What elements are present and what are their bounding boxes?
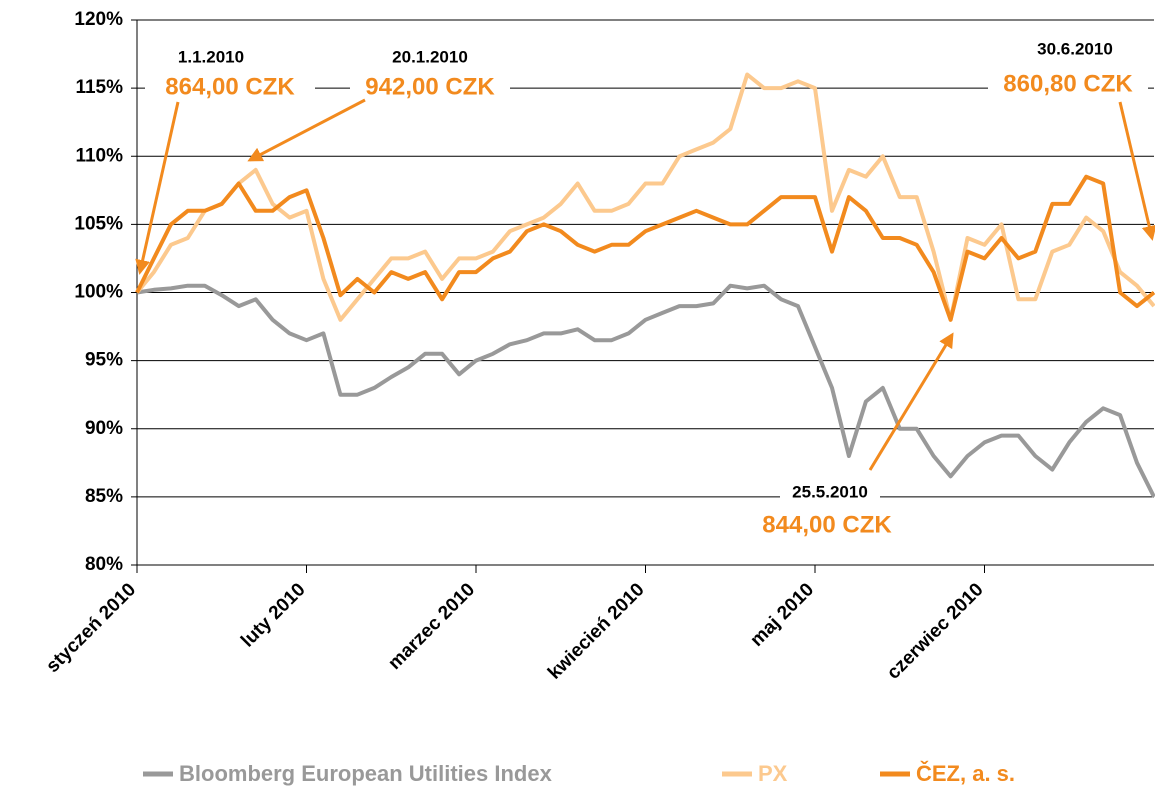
- y-tick-label: 85%: [85, 486, 123, 507]
- annotation-date: 30.6.2010: [1037, 39, 1113, 58]
- x-tick-label: czerwiec 2010: [883, 579, 987, 683]
- y-tick-label: 120%: [74, 9, 123, 30]
- annotation-price: 942,00 CZK: [365, 73, 495, 100]
- y-tick-label: 100%: [74, 282, 123, 303]
- annotation-price: 844,00 CZK: [762, 511, 892, 538]
- annotation-bg: [145, 72, 315, 104]
- x-tick-label: luty 2010: [237, 579, 309, 651]
- legend-label: ČEZ, a. s.: [916, 761, 1015, 786]
- annotation-bg: [161, 46, 261, 70]
- y-tick-label: 110%: [75, 145, 123, 166]
- annotation-arrow: [247, 98, 366, 162]
- legend-label: Bloomberg European Utilities Index: [179, 761, 553, 786]
- annotation-bg: [350, 72, 510, 104]
- annotation-arrow: [868, 332, 954, 471]
- annotation-arrow: [1118, 101, 1155, 241]
- series-line: [135, 174, 1155, 322]
- x-tick-label: maj 2010: [746, 579, 818, 651]
- annotation-bg: [988, 69, 1148, 101]
- annotation-date: 1.1.2010: [178, 47, 244, 66]
- annotation-bg: [742, 510, 912, 542]
- y-tick-label: 95%: [85, 350, 123, 371]
- series-line: [136, 283, 1155, 498]
- y-tick-label: 105%: [74, 213, 123, 234]
- series-line: [135, 72, 1155, 322]
- annotation-bg: [380, 46, 480, 70]
- annotation-price: 864,00 CZK: [165, 73, 295, 100]
- annotation-price: 860,80 CZK: [1003, 70, 1133, 97]
- annotation-date: 20.1.2010: [392, 47, 468, 66]
- annotation-bg: [1025, 38, 1125, 62]
- annotation-bg: [780, 481, 880, 505]
- x-tick-label: kwiecień 2010: [544, 579, 648, 683]
- y-tick-label: 115%: [75, 77, 123, 98]
- y-tick-label: 80%: [85, 554, 123, 575]
- legend-label: PX: [758, 761, 788, 786]
- x-tick-label: marzec 2010: [384, 579, 479, 674]
- x-tick-label: styczeń 2010: [42, 579, 140, 677]
- y-tick-label: 90%: [85, 418, 123, 439]
- annotation-arrow: [135, 101, 180, 275]
- annotation-date: 25.5.2010: [792, 482, 868, 501]
